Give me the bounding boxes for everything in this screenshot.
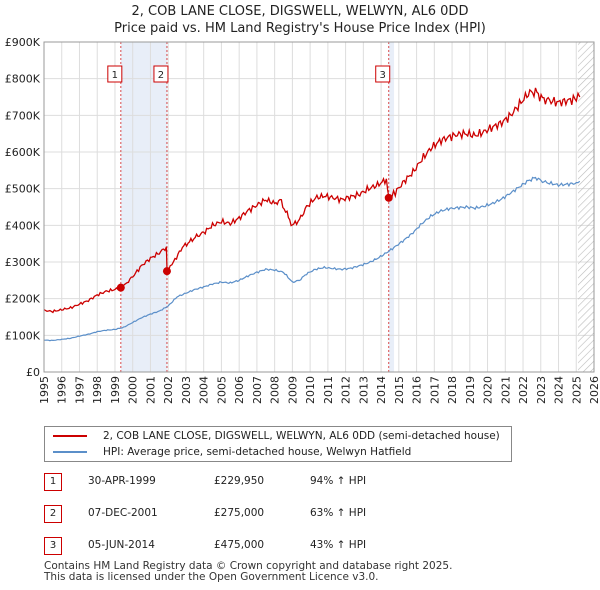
table-row: 1 30-APR-1999 £229,950 94% ↑ HPI bbox=[44, 473, 564, 493]
x-tick-label: 2020 bbox=[482, 376, 495, 404]
y-tick-label: £300K bbox=[5, 256, 41, 269]
x-tick-label: 2010 bbox=[304, 376, 317, 404]
footer-line2: This data is licensed under the Open Gov… bbox=[44, 571, 379, 583]
sale-number-box bbox=[153, 65, 169, 83]
x-tick-label: 1998 bbox=[91, 376, 104, 404]
x-tick-label: 2005 bbox=[215, 376, 228, 404]
chart-title: 2, COB LANE CLOSE, DIGSWELL, WELWYN, AL6… bbox=[0, 3, 600, 37]
y-tick-label: £700K bbox=[5, 109, 41, 122]
x-tick-label: 2021 bbox=[499, 376, 512, 404]
x-tick-label: 2016 bbox=[411, 376, 424, 404]
chart-title-line1: 2, COB LANE CLOSE, DIGSWELL, WELWYN, AL6… bbox=[131, 4, 469, 19]
x-tick-label: 2004 bbox=[198, 376, 211, 404]
footer-attribution: Contains HM Land Registry data © Crown c… bbox=[44, 561, 452, 583]
legend-swatch-property bbox=[53, 435, 87, 437]
x-tick-label: 2006 bbox=[233, 376, 246, 404]
x-tick-label: 2000 bbox=[127, 376, 140, 404]
footer-line1: Contains HM Land Registry data © Crown c… bbox=[44, 560, 453, 572]
transaction-date: 05-JUN-2014 bbox=[88, 539, 155, 551]
legend-item-hpi: HPI: Average price, semi-detached house,… bbox=[53, 444, 411, 460]
table-row: 3 05-JUN-2014 £475,000 43% ↑ HPI bbox=[44, 537, 564, 557]
plot-frame bbox=[43, 41, 595, 373]
transaction-hpi: 43% ↑ HPI bbox=[310, 539, 367, 551]
sale-period-shading bbox=[388, 42, 395, 372]
x-tick-label: 1997 bbox=[73, 376, 86, 404]
legend-label-property: 2, COB LANE CLOSE, DIGSWELL, WELWYN, AL6… bbox=[103, 430, 500, 442]
sale-point bbox=[116, 283, 125, 292]
x-tick-label: 1999 bbox=[109, 376, 122, 404]
transaction-date: 30-APR-1999 bbox=[88, 475, 156, 487]
x-tick-label: 2013 bbox=[357, 376, 370, 404]
hpi-line bbox=[44, 176, 581, 342]
price-chart: 1 2 3 £0 £100K £200K £300K £400K £500K £600K £700… bbox=[5, 36, 600, 404]
transaction-hpi: 63% ↑ HPI bbox=[310, 507, 367, 519]
transaction-price: £275,000 bbox=[214, 507, 265, 519]
y-tick-label: £800K bbox=[5, 73, 41, 86]
transaction-price: £229,950 bbox=[214, 475, 265, 487]
x-tick-label: 2009 bbox=[286, 376, 299, 404]
sale-number-label: 3 bbox=[380, 70, 386, 81]
x-tick-label: 2001 bbox=[144, 376, 157, 404]
x-tick-label: 2003 bbox=[180, 376, 193, 404]
x-tick-label: 2011 bbox=[322, 376, 335, 404]
y-tick-label: £900K bbox=[5, 36, 41, 49]
x-tick-label: 1996 bbox=[56, 376, 69, 404]
x-tick-label: 2019 bbox=[464, 376, 477, 404]
transaction-date: 07-DEC-2001 bbox=[88, 507, 158, 519]
transaction-price: £475,000 bbox=[214, 539, 265, 551]
sale-number-label: 2 bbox=[158, 70, 164, 81]
y-tick-label: £100K bbox=[5, 329, 41, 342]
x-tick-label: 2014 bbox=[375, 376, 388, 404]
sale-period-shading bbox=[120, 42, 167, 372]
sale-number-box bbox=[107, 65, 123, 83]
x-tick-label: 2015 bbox=[393, 376, 406, 404]
sale-number-label: 1 bbox=[112, 70, 118, 81]
legend-label-hpi: HPI: Average price, semi-detached house,… bbox=[103, 446, 412, 458]
x-tick-label: 2026 bbox=[588, 376, 600, 404]
y-tick-label: £0 bbox=[26, 366, 40, 379]
chart-title-line2: Price paid vs. HM Land Registry's House … bbox=[114, 21, 486, 36]
x-tick-label: 2017 bbox=[428, 376, 441, 404]
legend-item-property: 2, COB LANE CLOSE, DIGSWELL, WELWYN, AL6… bbox=[53, 428, 500, 444]
y-tick-label: £400K bbox=[5, 219, 41, 232]
x-tick-label: 2024 bbox=[553, 376, 566, 404]
x-tick-label: 2007 bbox=[251, 376, 264, 404]
y-tick-label: £600K bbox=[5, 146, 41, 159]
sale-point bbox=[384, 193, 393, 202]
x-tick-label: 2022 bbox=[517, 376, 530, 404]
x-tick-label: 2018 bbox=[446, 376, 459, 404]
forecast-hatch-area bbox=[578, 42, 594, 372]
legend: 2, COB LANE CLOSE, DIGSWELL, WELWYN, AL6… bbox=[44, 426, 512, 462]
property-price-line bbox=[43, 87, 581, 314]
transaction-number-badge: 3 bbox=[44, 537, 62, 555]
x-tick-label: 2008 bbox=[269, 376, 282, 404]
legend-swatch-hpi bbox=[53, 451, 87, 453]
transaction-hpi: 94% ↑ HPI bbox=[310, 475, 367, 487]
x-tick-label: 2002 bbox=[162, 376, 175, 404]
x-tick-label: 1995 bbox=[38, 376, 51, 404]
x-tick-label: 2023 bbox=[535, 376, 548, 404]
y-tick-label: £200K bbox=[5, 293, 41, 306]
table-row: 2 07-DEC-2001 £275,000 63% ↑ HPI bbox=[44, 505, 564, 525]
x-tick-label: 2025 bbox=[570, 376, 583, 404]
sale-point bbox=[162, 267, 171, 276]
sale-number-box bbox=[375, 65, 391, 83]
transaction-number-badge: 2 bbox=[44, 505, 62, 523]
transaction-number-badge: 1 bbox=[44, 473, 62, 491]
y-tick-label: £500K bbox=[5, 183, 41, 196]
x-tick-label: 2012 bbox=[340, 376, 353, 404]
